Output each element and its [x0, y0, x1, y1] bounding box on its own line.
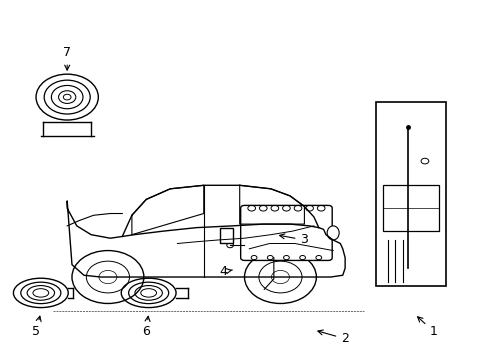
Text: 1: 1: [417, 317, 437, 338]
Text: 6: 6: [142, 316, 150, 338]
FancyBboxPatch shape: [219, 228, 233, 243]
FancyBboxPatch shape: [376, 102, 445, 286]
Text: 4: 4: [219, 265, 232, 278]
Ellipse shape: [326, 226, 339, 240]
Text: 7: 7: [63, 46, 71, 70]
FancyBboxPatch shape: [383, 185, 438, 231]
FancyBboxPatch shape: [240, 206, 331, 260]
Text: 3: 3: [279, 234, 308, 247]
Text: 2: 2: [317, 330, 348, 345]
Text: 5: 5: [32, 316, 41, 338]
